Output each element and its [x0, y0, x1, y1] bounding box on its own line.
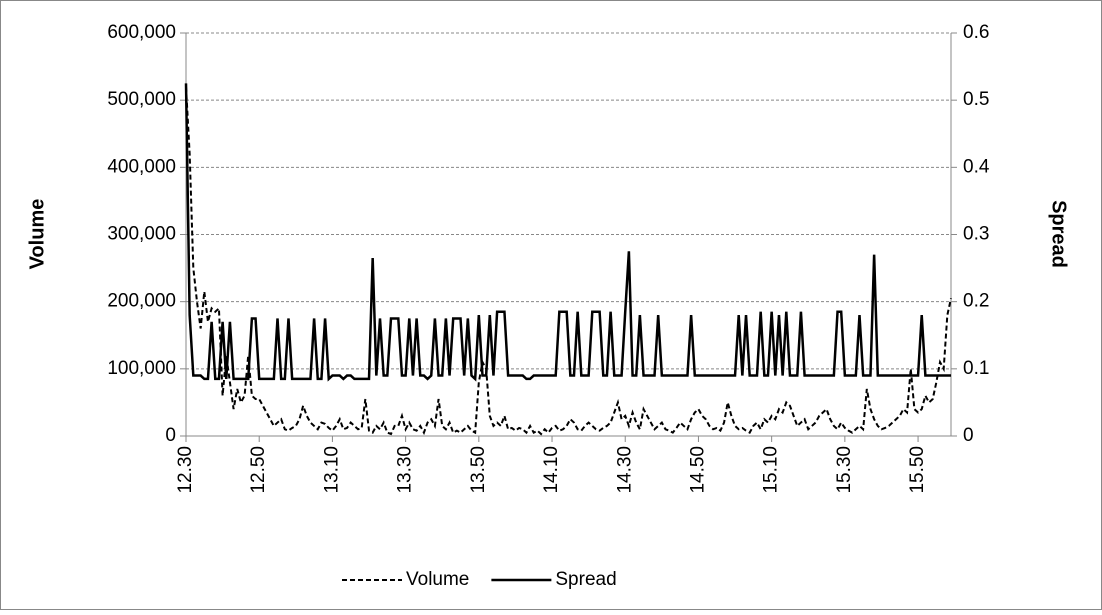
- x-tick-label: 14.10: [541, 446, 562, 494]
- x-tick-label: 14.30: [614, 446, 635, 494]
- x-tick-label: 15.10: [761, 446, 782, 494]
- x-tick-label: 13.10: [321, 446, 342, 494]
- y-tick-label: 200,000: [107, 291, 176, 312]
- series-line: [184, 83, 951, 382]
- x-tick-label: 12.50: [248, 446, 269, 494]
- y-tick-label: 300,000: [107, 224, 176, 245]
- y-tick-label: 100,000: [107, 358, 176, 379]
- y2-tick-label: 0.3: [963, 224, 989, 245]
- legend-label: Spread: [555, 569, 616, 590]
- y-tick-label: 400,000: [107, 156, 176, 177]
- x-tick-label: 15.30: [834, 446, 855, 494]
- x-tick-label: 14.50: [687, 446, 708, 494]
- y-tick-label: 500,000: [107, 89, 176, 110]
- y-axis-title: Volume: [26, 199, 48, 270]
- legend-label: Volume: [406, 569, 469, 590]
- y2-tick-label: 0.4: [963, 156, 990, 177]
- y-tick-label: 0: [165, 425, 176, 446]
- y2-tick-label: 0.5: [963, 89, 989, 110]
- series-line: [185, 86, 952, 436]
- y2-axis-title: Spread: [1048, 200, 1070, 268]
- x-tick-label: 13.50: [468, 446, 489, 494]
- y2-tick-label: 0.1: [963, 358, 989, 379]
- x-tick-label: 12.30: [175, 446, 196, 494]
- y2-tick-label: 0.2: [963, 291, 989, 312]
- x-tick-label: 15.50: [907, 446, 928, 494]
- y2-tick-label: 0: [963, 425, 974, 446]
- y-tick-label: 600,000: [107, 22, 176, 43]
- y2-tick-label: 0.6: [963, 22, 989, 43]
- x-tick-label: 13.30: [395, 446, 416, 494]
